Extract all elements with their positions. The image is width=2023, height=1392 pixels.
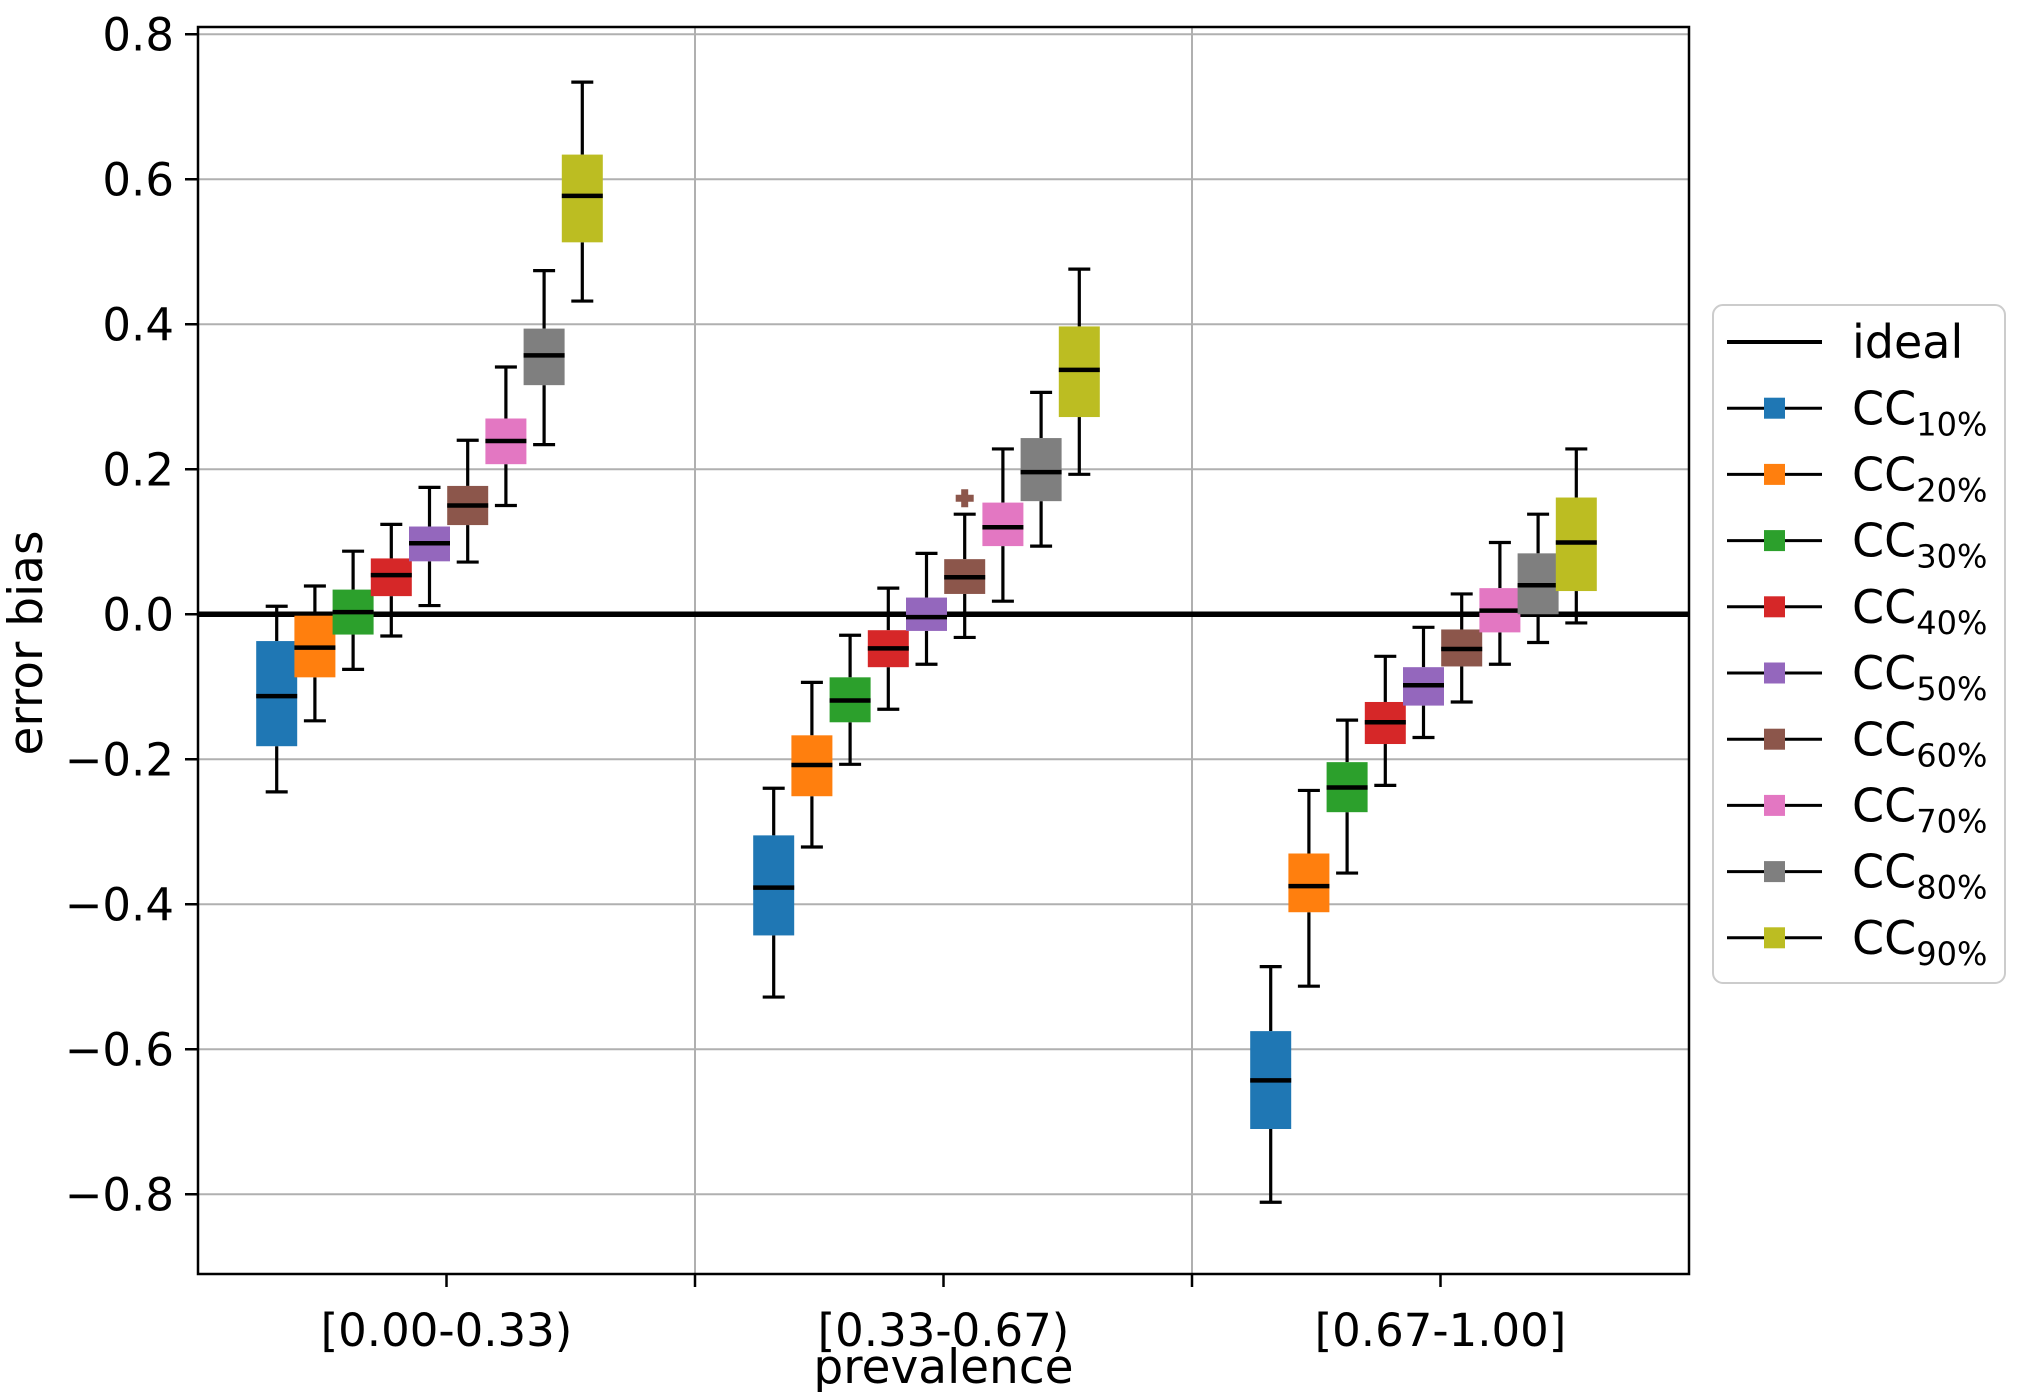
y-axis-label: error bias xyxy=(0,531,54,756)
box-CC10%-group3 xyxy=(1250,964,1292,1204)
x-tick-label: [0.33-0.67) xyxy=(818,1304,1070,1357)
legend-marker-square xyxy=(1764,463,1785,485)
box-CC80%-group2 xyxy=(1020,390,1062,548)
box-CC10%-group1 xyxy=(256,604,298,794)
box-CC90%-group1 xyxy=(561,80,603,303)
box-CC40%-group3 xyxy=(1364,654,1406,787)
legend: ideal CC10%CC20%CC30%CC40%CC50%CC60%CC70%… xyxy=(1712,304,2006,984)
series-CC30% xyxy=(332,549,1368,875)
legend-label: CC90% xyxy=(1852,911,1987,973)
y-tick-label: −0.4 xyxy=(65,878,174,931)
box-CC20%-group3 xyxy=(1288,788,1330,988)
y-tick-label: 0.0 xyxy=(102,588,174,641)
series-CC80% xyxy=(523,269,1559,645)
legend-item-cc20%: CC20% xyxy=(1727,448,1987,510)
box-CC20%-group2 xyxy=(791,680,833,849)
legend-label: ideal xyxy=(1852,315,1963,369)
x-axis-label: prevalence xyxy=(813,1340,1073,1392)
box-CC70%-group1 xyxy=(485,365,527,508)
legend-marker-square xyxy=(1764,397,1785,419)
legend-marker-square xyxy=(1764,927,1785,949)
y-tick-label: −0.6 xyxy=(65,1023,174,1076)
box-CC40%-group2 xyxy=(867,586,909,711)
series-CC20% xyxy=(294,584,1330,988)
box-CC10%-group2 xyxy=(753,786,795,999)
legend-item-cc80%: CC80% xyxy=(1727,845,1987,907)
legend-item-cc50%: CC50% xyxy=(1727,646,1987,708)
box-rect xyxy=(982,502,1024,547)
y-tick-label: 0.2 xyxy=(102,443,174,496)
plot-area xyxy=(198,27,1689,1274)
legend-item-cc90%: CC90% xyxy=(1727,911,1987,973)
box-CC80%-group3 xyxy=(1517,512,1559,645)
box-CC90%-group3 xyxy=(1555,447,1597,625)
x-tick-label: [0.00-0.33) xyxy=(321,1304,573,1357)
legend-marker-square xyxy=(1764,530,1785,552)
legend-item-ideal: ideal xyxy=(1727,315,1963,369)
series-CC10% xyxy=(256,604,1292,1204)
legend-item-cc60%: CC60% xyxy=(1727,712,1987,774)
box-CC30%-group2 xyxy=(829,633,871,766)
box-rect xyxy=(906,597,947,631)
legend-label: CC70% xyxy=(1852,779,1987,841)
y-tick-label: −0.8 xyxy=(65,1168,174,1221)
box-CC90%-group2 xyxy=(1058,267,1100,476)
series-CC50% xyxy=(409,485,1444,740)
box-CC50%-group1 xyxy=(409,485,450,608)
legend-label: CC10% xyxy=(1852,381,1987,443)
box-CC50%-group2 xyxy=(906,551,947,666)
legend-item-cc70%: CC70% xyxy=(1727,779,1987,841)
box-CC30%-group3 xyxy=(1326,718,1368,875)
box-rect xyxy=(1288,853,1330,913)
legend-label: CC60% xyxy=(1852,712,1987,774)
box-CC20%-group1 xyxy=(294,584,336,723)
y-tick-label: −0.2 xyxy=(65,733,174,786)
box-CC80%-group1 xyxy=(523,269,565,447)
legend-marker-square xyxy=(1764,861,1785,883)
series-CC90% xyxy=(561,80,1597,625)
box-CC50%-group3 xyxy=(1403,625,1444,740)
legend-marker-square xyxy=(1764,794,1785,816)
box-CC60%-group3 xyxy=(1441,592,1483,704)
series-CC70% xyxy=(485,365,1521,666)
box-rect xyxy=(561,154,603,243)
box-CC70%-group2 xyxy=(982,447,1024,603)
legend-label: CC80% xyxy=(1852,845,1987,907)
box-rect xyxy=(1020,438,1062,502)
legend-label: CC30% xyxy=(1852,514,1987,576)
box-rect xyxy=(256,641,298,747)
legend-item-cc40%: CC40% xyxy=(1727,580,1987,642)
x-tick-label: [0.67-1.00] xyxy=(1315,1304,1567,1357)
legend-label: CC50% xyxy=(1852,646,1987,708)
box-CC60%-group2 xyxy=(944,489,986,640)
legend-label: CC40% xyxy=(1852,580,1987,642)
legend-label: CC20% xyxy=(1852,448,1987,510)
legend-marker-square xyxy=(1764,662,1785,684)
legend-item-cc10%: CC10% xyxy=(1727,381,1987,443)
legend-marker-square xyxy=(1764,596,1785,618)
box-CC70%-group3 xyxy=(1479,540,1521,666)
box-CC60%-group1 xyxy=(447,438,489,564)
series-CC40% xyxy=(370,522,1406,787)
y-tick-label: 0.6 xyxy=(102,153,174,206)
box-CC40%-group1 xyxy=(370,522,412,638)
legend-marker-square xyxy=(1764,728,1785,750)
box-CC30%-group1 xyxy=(332,549,374,671)
series-CC60% xyxy=(447,438,1483,704)
y-tick-label: 0.8 xyxy=(102,8,174,61)
y-tick-label: 0.4 xyxy=(102,298,174,351)
legend-item-cc30%: CC30% xyxy=(1727,514,1987,576)
